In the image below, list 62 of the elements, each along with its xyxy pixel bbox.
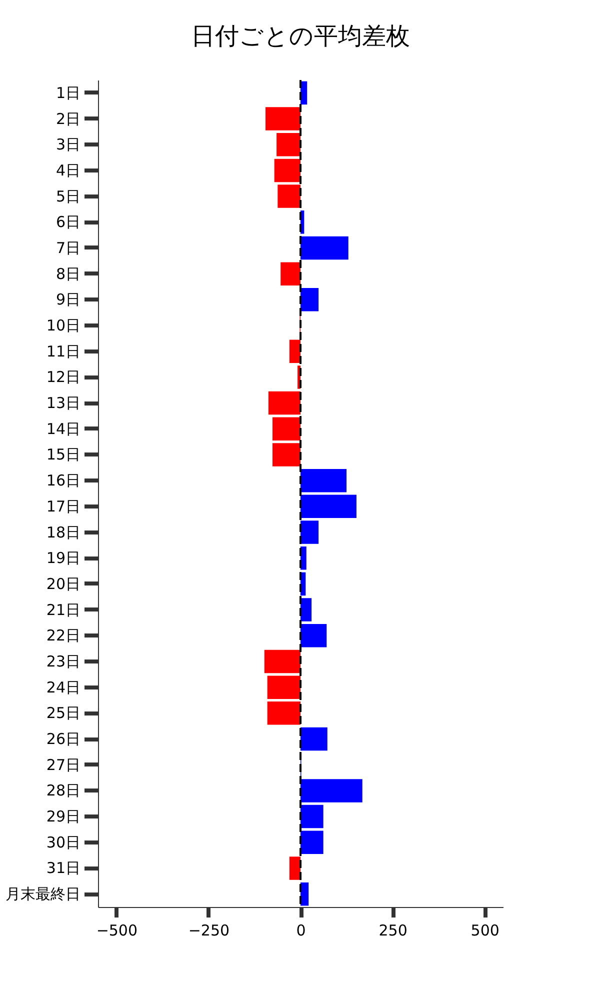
x-tick-label: 0 bbox=[296, 922, 306, 940]
bar bbox=[267, 702, 300, 725]
bar bbox=[268, 391, 300, 415]
x-tick-label: −500 bbox=[96, 922, 138, 940]
y-tick-label: 7日 bbox=[56, 238, 80, 257]
y-tick-label: 23日 bbox=[46, 652, 80, 670]
y-tick-label: 2日 bbox=[56, 110, 80, 128]
y-tick-label: 15日 bbox=[46, 446, 80, 464]
bar bbox=[300, 236, 348, 260]
y-tick-label: 20日 bbox=[46, 574, 80, 593]
y-tick-label: 26日 bbox=[46, 730, 80, 748]
y-tick-label: 28日 bbox=[46, 782, 80, 800]
x-tick-label: 250 bbox=[378, 922, 408, 940]
y-tick-label: 19日 bbox=[46, 549, 80, 568]
bar bbox=[300, 520, 319, 544]
y-tick-label: 3日 bbox=[56, 136, 80, 154]
y-tick-label: 30日 bbox=[46, 833, 80, 852]
y-tick-label: 17日 bbox=[46, 497, 80, 516]
y-tick-label: 25日 bbox=[46, 704, 80, 722]
bar bbox=[300, 494, 356, 518]
y-tick-label: 21日 bbox=[46, 600, 80, 619]
bar bbox=[272, 443, 300, 466]
y-tick-label: 14日 bbox=[46, 420, 80, 438]
y-tick-label: 13日 bbox=[46, 394, 80, 412]
y-tick-label: 27日 bbox=[46, 756, 80, 774]
bar bbox=[289, 340, 300, 363]
y-tick-label: 18日 bbox=[46, 523, 80, 542]
bar bbox=[278, 184, 300, 208]
bar bbox=[289, 856, 300, 880]
x-tick-label: 500 bbox=[470, 922, 500, 940]
y-tick-label: 5日 bbox=[56, 187, 80, 206]
y-tick-label: 9日 bbox=[56, 290, 80, 309]
bar bbox=[300, 624, 327, 648]
y-tick-label: 1日 bbox=[56, 84, 80, 102]
bar bbox=[267, 676, 300, 699]
chart-title: 日付ごとの平均差枚 bbox=[191, 22, 410, 50]
x-tick-label: −250 bbox=[188, 922, 230, 940]
bar bbox=[300, 468, 347, 492]
y-tick-label: 月末最終日 bbox=[6, 885, 80, 904]
y-tick-label: 12日 bbox=[46, 368, 80, 386]
y-tick-label: 11日 bbox=[46, 342, 80, 360]
y-tick-label: 24日 bbox=[46, 678, 80, 696]
bar bbox=[300, 288, 319, 312]
y-tick-label: 4日 bbox=[56, 161, 80, 180]
y-tick-label: 22日 bbox=[46, 626, 80, 645]
bar bbox=[300, 727, 328, 751]
bar bbox=[300, 830, 324, 854]
bar bbox=[274, 158, 300, 182]
y-tick-label: 10日 bbox=[46, 316, 80, 335]
bar bbox=[266, 107, 300, 130]
y-tick-label: 6日 bbox=[56, 213, 80, 232]
y-tick-label: 31日 bbox=[46, 859, 80, 878]
bar bbox=[272, 417, 300, 441]
bar bbox=[276, 132, 300, 156]
bar bbox=[300, 779, 362, 802]
bar bbox=[264, 650, 300, 674]
y-tick-label: 8日 bbox=[56, 264, 80, 283]
bar bbox=[280, 262, 300, 286]
y-tick-label: 16日 bbox=[46, 472, 80, 490]
bar bbox=[300, 598, 312, 622]
bar bbox=[300, 804, 324, 828]
y-tick-label: 29日 bbox=[46, 808, 80, 826]
